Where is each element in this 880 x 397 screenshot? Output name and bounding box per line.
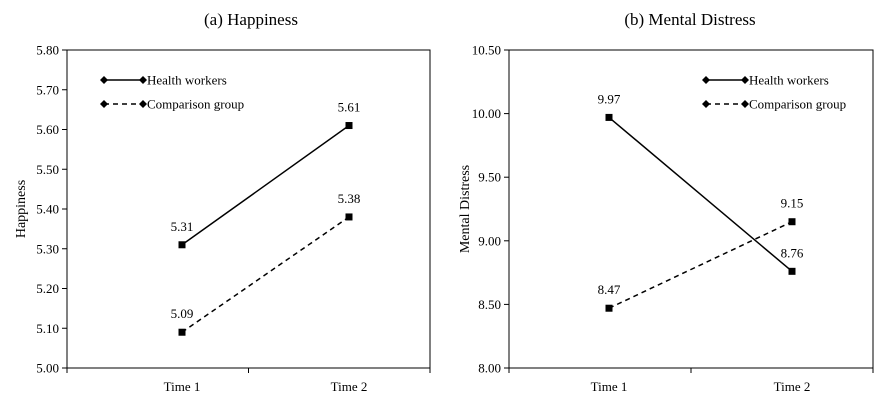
panel-b-y-tick-label: 8.50 [478, 297, 501, 312]
panel-b-y-tick-label: 10.00 [472, 106, 501, 121]
panel-a-y-tick-label: 5.80 [36, 43, 59, 58]
panel-a-plot-frame [66, 49, 431, 369]
panel-b-legend-health-workers-label: Health workers [749, 73, 829, 88]
panel-a-legend-health-workers-marker [100, 76, 108, 84]
panel-b-series-health-workers-data-label: 9.97 [598, 91, 621, 106]
panel-b-series-comparison-group-point [605, 304, 613, 312]
panel-b-legend-health-workers-marker [702, 76, 710, 84]
panel-b-title: (b) Mental Distress [624, 10, 755, 29]
panel-a-legend-health-workers-label: Health workers [147, 73, 227, 88]
panel-b-series-comparison-group-data-label: 8.47 [598, 282, 621, 297]
panel-a-series-health-workers-data-label: 5.61 [338, 100, 361, 115]
panel-a-series-comparison-group-data-label: 5.09 [171, 306, 194, 321]
panel-a-x-tick-label: Time 1 [164, 379, 201, 394]
panel-a-series-health-workers-line [181, 124, 350, 246]
panel-a-series-health-workers-point [345, 122, 353, 130]
panel-a-series-comparison-group-point [178, 328, 186, 336]
panel-b-legend-comparison-group-marker [702, 100, 710, 108]
panel-a-series-health-workers-point [178, 241, 186, 249]
panel-b-y-axis-label: Mental Distress [458, 165, 473, 253]
panel-a-y-tick-label: 5.10 [36, 321, 59, 336]
panel-a-series-health-workers-data-label: 5.31 [171, 219, 194, 234]
panel-b-series-comparison-group-data-label: 9.15 [781, 196, 804, 211]
panel-a-y-tick-label: 5.70 [36, 82, 59, 97]
panel-a-legend-comparison-group-marker [100, 100, 108, 108]
panel-b-x-tick-label: Time 2 [774, 379, 811, 394]
panel-a-y-tick-label: 5.20 [36, 281, 59, 296]
panel-a-y-tick-label: 5.40 [36, 202, 59, 217]
panel-b-y-tick-label: 10.50 [472, 43, 501, 58]
panel-b-legend-comparison-group-label: Comparison group [749, 97, 846, 112]
panel-a-legend-health-workers-marker [139, 76, 147, 84]
panel-a-y-tick-label: 5.50 [36, 162, 59, 177]
panel-a-y-tick-label: 5.60 [36, 122, 59, 137]
panel-b-y-tick-label: 9.50 [478, 170, 501, 185]
panel-b-series-health-workers-point [605, 113, 613, 121]
panel-a-y-tick-label: 5.30 [36, 241, 59, 256]
panel-b-y-tick-label: 8.00 [478, 361, 501, 376]
panel-a-legend-comparison-group-marker [139, 100, 147, 108]
panel-b-series-health-workers-point [788, 267, 796, 275]
panel-a-y-tick-label: 5.00 [36, 361, 59, 376]
panel-b-series-health-workers-line [608, 116, 793, 272]
panel-b-y-tick-label: 9.00 [478, 233, 501, 248]
panel-b-legend-comparison-group-marker [741, 100, 749, 108]
panel-a-series-comparison-group-line [181, 216, 350, 333]
panel-b-series-comparison-group-line [608, 221, 793, 309]
panel-b-series-comparison-group-point [788, 218, 796, 226]
panel-b-x-tick-label: Time 1 [591, 379, 628, 394]
panel-a-title: (a) Happiness [204, 10, 298, 29]
panel-a-series-comparison-group-point [345, 213, 353, 221]
panel-a-x-tick-label: Time 2 [331, 379, 368, 394]
panel-a-y-axis-label: Happiness [14, 180, 29, 238]
panel-b-legend-health-workers-marker [741, 76, 749, 84]
panel-a-legend-comparison-group-label: Comparison group [147, 97, 244, 112]
panel-a-series-comparison-group-data-label: 5.38 [338, 191, 361, 206]
panel-b-series-health-workers-data-label: 8.76 [781, 245, 804, 260]
